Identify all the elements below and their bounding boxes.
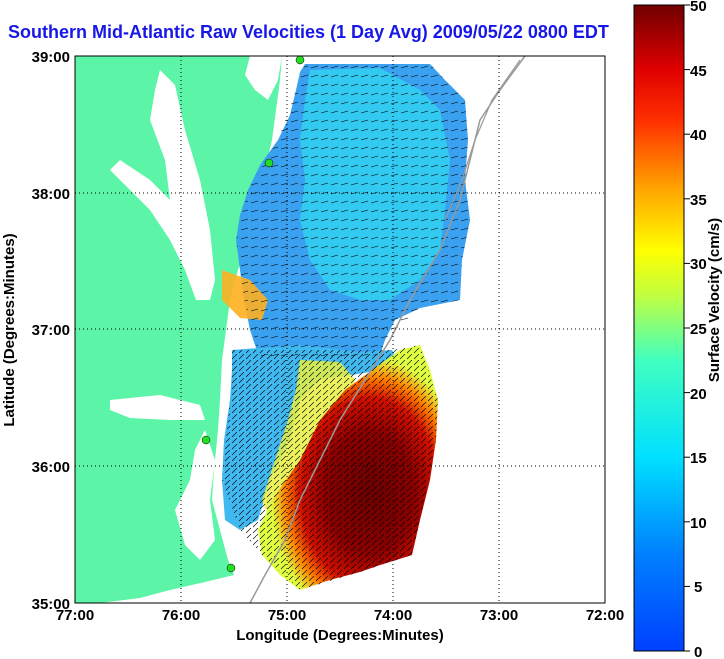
y-tick-label: 38:00	[32, 186, 70, 203]
pamlico-sound	[175, 430, 215, 560]
colorbar-tick-label: 35	[690, 192, 707, 209]
delaware-bay	[245, 56, 282, 100]
colorbar-tick-label: 20	[690, 386, 707, 403]
x-tick-label: 73:00	[480, 607, 518, 624]
velocity-arrows-north	[236, 64, 470, 360]
colorbar-tick-label: 50	[690, 0, 707, 15]
plot-frame	[74, 55, 606, 604]
y-axis-label: Latitude (Degrees:Minutes)	[1, 233, 18, 426]
y-tick-label: 37:00	[32, 322, 70, 339]
x-tick-label: 72:00	[586, 607, 624, 624]
colorbar-tick-label: 10	[690, 515, 707, 532]
colorbar-tick-label: 5	[694, 579, 702, 596]
x-axis-label: Longitude (Degrees:Minutes)	[236, 627, 444, 644]
colorbar	[633, 4, 685, 652]
isobath-line-2	[444, 59, 521, 221]
y-tick-label: 39:00	[32, 49, 70, 66]
y-tick-label: 35:00	[32, 596, 70, 613]
radar-station-marker	[295, 55, 305, 65]
colorbar-tick-label: 15	[690, 450, 707, 467]
radar-station-marker	[226, 563, 236, 573]
y-tick-label: 36:00	[32, 459, 70, 476]
colorbar-tick-label: 0	[694, 644, 702, 659]
x-tick-label: 77:00	[56, 607, 94, 624]
x-tick-label: 75:00	[268, 607, 306, 624]
radar-station-marker	[264, 158, 274, 168]
chesapeake-bay	[110, 70, 215, 300]
colorbar-label: Surface Velocity (cm/s)	[706, 218, 723, 382]
isobath-line	[249, 55, 526, 604]
albemarle-sound	[110, 395, 205, 420]
colorbar-ticks	[684, 4, 690, 652]
radar-station-marker	[201, 435, 211, 445]
land-mass	[75, 56, 282, 603]
grid-lines	[75, 56, 605, 603]
colorbar-tick-label: 45	[690, 63, 707, 80]
chart-title: Southern Mid-Atlantic Raw Velocities (1 …	[8, 22, 609, 42]
velocity-arrows-south	[222, 345, 438, 590]
colorbar-tick-label: 25	[690, 321, 707, 338]
x-tick-label: 76:00	[162, 607, 200, 624]
colorbar-tick-label: 40	[690, 127, 707, 144]
x-tick-label: 74:00	[374, 607, 412, 624]
colorbar-tick-label: 30	[690, 256, 707, 273]
